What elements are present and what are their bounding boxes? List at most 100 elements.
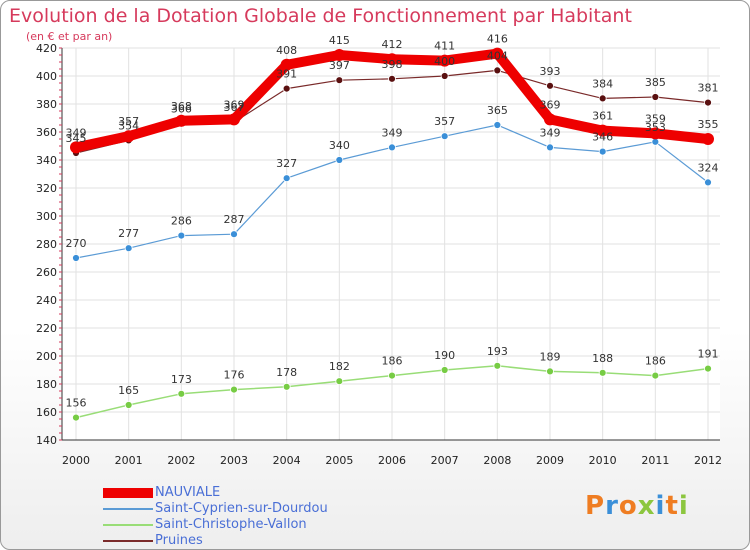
x-tick-label: 2010 xyxy=(589,454,617,467)
y-tick-label: 160 xyxy=(36,406,57,419)
data-label: 384 xyxy=(592,77,613,90)
data-label: 411 xyxy=(434,40,455,53)
data-label: 186 xyxy=(382,355,403,368)
data-point xyxy=(335,377,344,386)
data-label: 397 xyxy=(329,59,350,72)
data-point xyxy=(228,113,240,126)
y-tick-label: 260 xyxy=(36,266,57,279)
data-point xyxy=(704,98,712,107)
data-label: 354 xyxy=(118,119,139,132)
x-tick-label: 2000 xyxy=(62,454,90,467)
data-point xyxy=(333,49,346,61)
data-point xyxy=(493,121,502,129)
data-label: 357 xyxy=(118,115,139,128)
data-label: 385 xyxy=(645,76,666,89)
data-label: 191 xyxy=(698,348,719,361)
data-point xyxy=(440,72,449,80)
data-point xyxy=(230,230,238,239)
data-label: 369 xyxy=(224,98,245,111)
data-label: 324 xyxy=(698,161,719,174)
data-label: 398 xyxy=(382,58,403,71)
data-label: 346 xyxy=(592,131,613,144)
data-label: 412 xyxy=(382,38,403,51)
data-label: 327 xyxy=(276,157,297,170)
data-point xyxy=(544,113,556,126)
data-point xyxy=(493,66,502,75)
legend-swatch-pruines xyxy=(103,540,153,542)
data-label: 355 xyxy=(698,118,719,131)
legend-swatch-saint-cyprien xyxy=(103,508,153,510)
x-tick-label: 2007 xyxy=(431,454,459,467)
y-tick-label: 140 xyxy=(36,434,57,447)
data-point xyxy=(72,254,80,262)
data-label: 286 xyxy=(171,215,192,228)
data-label: 189 xyxy=(540,350,561,363)
legend-swatch-saint-christophe xyxy=(103,524,153,526)
x-tick-label: 2008 xyxy=(483,454,511,467)
data-label: 277 xyxy=(118,227,139,240)
data-label: 361 xyxy=(592,110,613,123)
data-label: 415 xyxy=(329,34,350,47)
legend-label: Saint-Christophe-Vallon xyxy=(155,517,307,532)
data-point xyxy=(438,54,451,67)
data-label: 393 xyxy=(540,65,561,78)
x-tick-label: 2002 xyxy=(167,454,195,467)
data-label: 349 xyxy=(66,126,87,139)
data-label: 369 xyxy=(540,98,561,111)
data-point xyxy=(230,385,238,394)
data-label: 367 xyxy=(224,101,245,114)
data-point xyxy=(386,53,398,66)
data-point xyxy=(388,371,396,380)
data-point xyxy=(124,244,133,253)
y-tick-label: 420 xyxy=(36,42,57,55)
data-point xyxy=(493,361,502,370)
data-label: 381 xyxy=(698,82,719,95)
data-point xyxy=(124,401,133,409)
y-tick-label: 180 xyxy=(36,378,57,391)
data-label: 416 xyxy=(487,33,508,46)
data-label: 156 xyxy=(66,397,87,410)
data-point xyxy=(335,76,344,85)
data-label: 408 xyxy=(276,44,297,57)
y-tick-label: 380 xyxy=(36,98,57,111)
legend-label: Pruines xyxy=(155,533,203,548)
data-point xyxy=(175,114,188,127)
data-point xyxy=(282,84,291,93)
data-point xyxy=(491,47,504,60)
data-point xyxy=(598,94,607,103)
x-tick-label: 2009 xyxy=(536,454,564,467)
y-tick-label: 300 xyxy=(36,210,57,223)
data-point xyxy=(177,389,186,398)
data-point xyxy=(598,147,607,156)
data-point xyxy=(177,231,186,240)
series-layer xyxy=(70,47,714,422)
y-tick-label: 400 xyxy=(36,70,57,83)
x-tick-label: 2004 xyxy=(273,454,301,467)
y-tick-label: 220 xyxy=(36,322,57,335)
data-label: 404 xyxy=(487,49,508,62)
data-point xyxy=(335,156,344,164)
chart-subtitle: (en € et par an) xyxy=(26,30,113,43)
data-point xyxy=(702,133,714,145)
y-tick-label: 340 xyxy=(36,154,57,167)
data-label: 165 xyxy=(118,384,139,397)
data-label: 178 xyxy=(276,366,297,379)
data-point xyxy=(546,81,554,90)
y-tick-label: 200 xyxy=(36,350,57,363)
data-label: 287 xyxy=(224,213,245,226)
y-tick-label: 320 xyxy=(36,182,57,195)
data-point xyxy=(70,141,82,154)
data-point xyxy=(72,413,80,422)
x-tick-label: 2012 xyxy=(694,454,722,467)
data-point xyxy=(546,143,554,152)
y-tick-label: 360 xyxy=(36,126,57,139)
data-point xyxy=(651,371,660,380)
data-point xyxy=(596,124,609,137)
data-label: 270 xyxy=(66,237,87,250)
data-label: 173 xyxy=(171,373,192,386)
data-label: 400 xyxy=(434,55,455,68)
y-tick-label: 240 xyxy=(36,294,57,307)
x-tick-label: 2003 xyxy=(220,454,248,467)
